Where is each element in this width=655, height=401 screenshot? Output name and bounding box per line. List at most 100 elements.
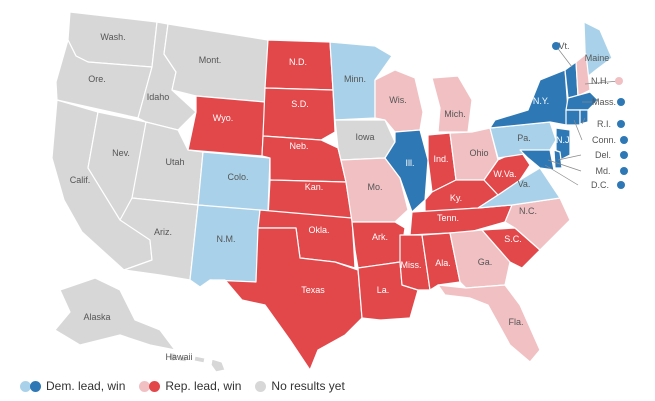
state-labels-layer: Wash. Ore. Calif. Nev. Idaho Mont. Wyo. Utah Ari…: [70, 32, 610, 327]
state-label-ne: Neb.: [289, 141, 308, 151]
state-label-nd: N.D.: [289, 57, 307, 67]
legend-label-dem: Dem. lead, win: [46, 379, 126, 393]
state-label-wa: Wash.: [100, 32, 125, 42]
state-ak[interactable]: [54, 277, 176, 351]
state-label-wi: Wis.: [389, 95, 407, 105]
state-label-mn: Minn.: [344, 74, 366, 84]
state-label-il: Ill.: [406, 158, 415, 168]
state-hi[interactable]: [178, 355, 226, 373]
state-label-in: Ind.: [433, 154, 448, 164]
swatch-dem-win: [30, 380, 41, 392]
state-label-nm: N.M.: [217, 234, 236, 244]
state-label-nv: Nev.: [112, 148, 130, 158]
legend-swatch-none: [255, 380, 267, 392]
state-label-ok: Okla.: [308, 225, 329, 235]
callout-line-md: [547, 159, 582, 172]
state-label-ca: Calif.: [70, 175, 91, 185]
state-ma[interactable]: [565, 91, 599, 111]
state-label-mi: Mich.: [444, 109, 466, 119]
state-co[interactable]: [197, 151, 271, 213]
state-mi[interactable]: [431, 75, 473, 133]
state-label-sc: S.C.: [504, 234, 522, 244]
legend-swatch-rep: [139, 380, 161, 392]
state-wy[interactable]: [187, 95, 266, 157]
callout-dot-md[interactable]: [620, 167, 628, 175]
state-al[interactable]: [421, 232, 461, 291]
state-label-az: Ariz.: [154, 227, 172, 237]
state-label-or: Ore.: [88, 74, 106, 84]
state-label-me: Maine: [585, 53, 610, 63]
callout-dot-dc[interactable]: [617, 181, 625, 189]
state-label-ia: Iowa: [355, 132, 374, 142]
state-nh[interactable]: [575, 53, 591, 97]
state-label-wv: W.Va.: [493, 169, 516, 179]
state-sd[interactable]: [262, 87, 336, 141]
legend-item-none: No results yet: [255, 379, 345, 393]
state-label-pa: Pa.: [517, 133, 531, 143]
state-label-ak: Alaska: [83, 312, 110, 322]
callout-line-de: [557, 154, 582, 161]
state-label-id: Idaho: [147, 92, 170, 102]
state-fl[interactable]: [437, 284, 541, 363]
small-state-callouts: Vt. N.H. Mass. R.I. Conn. Del. Md. D.C. Hawaii: [165, 41, 628, 362]
state-wv[interactable]: [483, 149, 531, 196]
state-label-al: Ala.: [435, 258, 451, 268]
callout-dot-de[interactable]: [620, 151, 628, 159]
callout-label-dc: D.C.: [591, 180, 609, 190]
callout-line-ri: [581, 117, 586, 125]
callout-dot-hi[interactable]: [169, 353, 177, 361]
callout-dot-ma[interactable]: [617, 98, 625, 106]
state-label-ny: N.Y.: [533, 96, 549, 106]
legend-item-dem: Dem. lead, win: [20, 379, 125, 393]
state-label-fl: Fla.: [508, 317, 523, 327]
state-label-tn: Tenn.: [437, 213, 459, 223]
state-label-ga: Ga.: [478, 257, 493, 267]
swatch-dem-lead: [20, 380, 31, 392]
state-ny[interactable]: [489, 69, 569, 129]
state-label-wy: Wyo.: [213, 113, 233, 123]
legend-swatch-dem: [20, 380, 41, 392]
legend-label-none: No results yet: [271, 379, 345, 393]
callout-dot-ri[interactable]: [617, 120, 625, 128]
state-label-tx: Texas: [301, 285, 325, 295]
state-label-mo: Mo.: [367, 182, 382, 192]
swatch-rep-lead: [139, 380, 151, 392]
state-tx[interactable]: [209, 227, 363, 371]
state-ri[interactable]: [579, 109, 589, 125]
callout-label-nh: N.H.: [591, 76, 609, 86]
state-label-ut: Utah: [165, 157, 184, 167]
state-label-ks: Kan.: [305, 182, 324, 192]
state-label-oh: Ohio: [469, 148, 488, 158]
legend-label-rep: Rep. lead, win: [165, 379, 242, 393]
callout-label-ma: Mass.: [592, 97, 616, 107]
state-ar[interactable]: [351, 221, 406, 269]
swatch-no-results: [255, 380, 267, 392]
legend-item-rep: Rep. lead, win: [139, 379, 241, 393]
callout-label-ct: Conn.: [592, 135, 616, 145]
callout-line-nh: [584, 80, 620, 85]
map-legend: Dem. lead, win Rep. lead, win No results…: [20, 377, 359, 395]
state-label-va: Va.: [518, 179, 531, 189]
state-label-mt: Mont.: [199, 55, 222, 65]
state-label-ar: Ark.: [372, 232, 388, 242]
state-ct[interactable]: [565, 109, 581, 126]
callout-label-vt: Vt.: [558, 41, 569, 51]
state-label-nc: N.C.: [519, 206, 537, 216]
callout-line-vt: [555, 45, 573, 68]
state-label-la: La.: [377, 285, 390, 295]
swatch-rep-win: [149, 380, 161, 392]
callout-line-ct: [573, 119, 583, 141]
callout-label-de: Del.: [595, 150, 611, 160]
state-label-ms: Miss.: [401, 260, 422, 270]
state-nm[interactable]: [189, 204, 261, 288]
callout-dot-vt[interactable]: [552, 42, 560, 50]
callout-dot-ct[interactable]: [620, 136, 628, 144]
state-label-nj: N.J.: [556, 135, 572, 145]
state-label-sd: S.D.: [291, 99, 309, 109]
callout-label-ri: R.I.: [597, 119, 611, 129]
states-layer: [51, 11, 613, 373]
callout-dot-nh[interactable]: [615, 77, 623, 85]
state-label-hi: Hawaii: [165, 352, 192, 362]
callout-line-dc: [544, 164, 579, 186]
